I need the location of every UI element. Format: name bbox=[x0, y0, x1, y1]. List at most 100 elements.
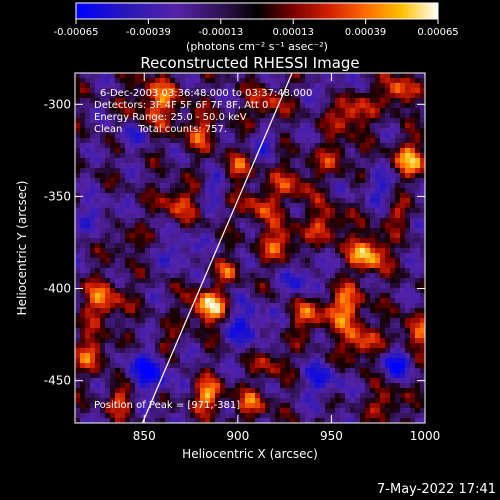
heatmap-cell bbox=[155, 388, 161, 394]
heatmap-cell bbox=[270, 338, 276, 344]
heatmap-cell bbox=[140, 363, 146, 369]
heatmap-cell bbox=[290, 188, 296, 194]
heatmap-cell bbox=[140, 273, 146, 279]
heatmap-cell bbox=[205, 388, 211, 394]
heatmap-cell bbox=[420, 153, 425, 159]
heatmap-cell bbox=[120, 403, 126, 409]
heatmap-cell bbox=[245, 288, 251, 294]
heatmap-cell bbox=[250, 243, 256, 249]
heatmap-cell bbox=[340, 313, 346, 319]
heatmap-cell bbox=[200, 318, 206, 324]
heatmap-cell bbox=[80, 168, 86, 174]
heatmap-cell bbox=[85, 233, 91, 239]
heatmap-cell bbox=[245, 128, 251, 134]
heatmap-cell bbox=[140, 318, 146, 324]
heatmap-cell bbox=[305, 338, 311, 344]
heatmap-cell bbox=[320, 253, 326, 259]
heatmap-cell bbox=[370, 308, 376, 314]
heatmap-cell bbox=[265, 413, 271, 419]
heatmap-cell bbox=[305, 233, 311, 239]
heatmap-cell bbox=[390, 213, 396, 219]
heatmap-cell bbox=[365, 263, 371, 269]
heatmap-cell bbox=[350, 183, 356, 189]
heatmap-cell bbox=[310, 108, 316, 114]
heatmap-cell bbox=[170, 318, 176, 324]
heatmap-cell bbox=[205, 258, 211, 264]
heatmap-cell bbox=[115, 253, 121, 259]
heatmap-cell bbox=[145, 153, 151, 159]
heatmap-cell bbox=[280, 338, 286, 344]
heatmap-cell bbox=[330, 348, 336, 354]
heatmap-cell bbox=[210, 263, 216, 269]
heatmap-cell bbox=[360, 383, 366, 389]
heatmap-cell bbox=[85, 328, 91, 334]
heatmap-cell bbox=[205, 158, 211, 164]
heatmap-cell bbox=[240, 393, 246, 399]
heatmap-cell bbox=[375, 208, 381, 214]
heatmap-cell bbox=[90, 218, 96, 224]
heatmap-cell bbox=[335, 78, 341, 84]
heatmap-cell bbox=[210, 233, 216, 239]
heatmap-cell bbox=[120, 108, 126, 114]
heatmap-cell bbox=[180, 73, 186, 79]
heatmap-cell bbox=[350, 163, 356, 169]
heatmap-cell bbox=[375, 293, 381, 299]
heatmap-cell bbox=[265, 263, 271, 269]
heatmap-cell bbox=[260, 233, 266, 239]
heatmap-cell bbox=[150, 93, 156, 99]
heatmap-cell bbox=[415, 418, 421, 423]
heatmap-cell bbox=[410, 418, 416, 423]
heatmap-cell bbox=[210, 213, 216, 219]
heatmap-cell bbox=[385, 398, 391, 404]
heatmap-cell bbox=[105, 163, 111, 169]
heatmap-cell bbox=[395, 298, 401, 304]
heatmap-cell bbox=[210, 208, 216, 214]
heatmap-cell bbox=[175, 388, 181, 394]
heatmap-cell bbox=[345, 108, 351, 114]
heatmap-cell bbox=[245, 278, 251, 284]
heatmap-cell bbox=[380, 343, 386, 349]
heatmap-cell bbox=[360, 163, 366, 169]
heatmap-cell bbox=[130, 153, 136, 159]
heatmap-cell bbox=[235, 113, 241, 119]
heatmap-cell bbox=[75, 153, 81, 159]
heatmap-cell bbox=[195, 268, 201, 274]
heatmap-cell bbox=[370, 293, 376, 299]
heatmap-cell bbox=[390, 203, 396, 209]
heatmap-cell bbox=[195, 328, 201, 334]
heatmap-cell bbox=[220, 293, 226, 299]
heatmap-cell bbox=[180, 173, 186, 179]
heatmap-cell bbox=[365, 103, 371, 109]
heatmap-cell bbox=[290, 243, 296, 249]
heatmap-cell bbox=[285, 88, 291, 94]
heatmap-cell bbox=[305, 288, 311, 294]
heatmap-cell bbox=[170, 358, 176, 364]
heatmap-cell bbox=[215, 323, 221, 329]
heatmap-cell bbox=[305, 413, 311, 419]
heatmap-cell bbox=[110, 313, 116, 319]
heatmap-cell bbox=[205, 163, 211, 169]
heatmap-cell bbox=[265, 173, 271, 179]
heatmap-cell bbox=[185, 418, 191, 423]
heatmap-cell bbox=[125, 83, 131, 89]
heatmap-cell bbox=[190, 358, 196, 364]
heatmap-cell bbox=[295, 168, 301, 174]
heatmap-cell bbox=[340, 323, 346, 329]
heatmap-cell bbox=[230, 328, 236, 334]
heatmap-cell bbox=[410, 173, 416, 179]
heatmap-cell bbox=[185, 73, 191, 79]
heatmap-cell bbox=[350, 188, 356, 194]
heatmap-cell bbox=[395, 153, 401, 159]
heatmap-cell bbox=[240, 73, 246, 79]
heatmap-cell bbox=[260, 183, 266, 189]
heatmap-cell bbox=[205, 353, 211, 359]
heatmap-cell bbox=[135, 323, 141, 329]
heatmap-cell bbox=[415, 283, 421, 289]
heatmap-cell bbox=[375, 363, 381, 369]
heatmap-cell bbox=[180, 348, 186, 354]
heatmap-cell bbox=[165, 388, 171, 394]
heatmap-cell bbox=[275, 213, 281, 219]
heatmap-cell bbox=[245, 353, 251, 359]
heatmap-cell bbox=[120, 383, 126, 389]
heatmap-cell bbox=[255, 413, 261, 419]
